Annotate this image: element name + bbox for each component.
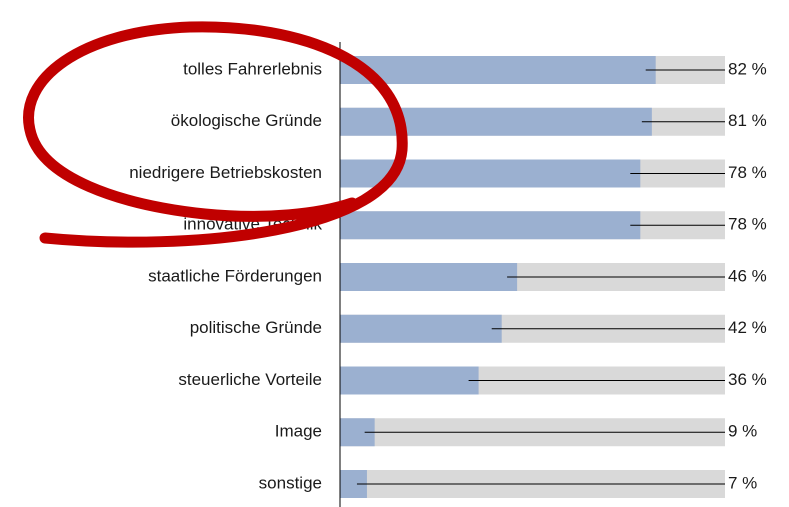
value-label: 7 % [728, 473, 757, 492]
chart: tolles Fahrerlebnis 82 % ökologische Gründ… [0, 0, 789, 507]
category-label: Image [275, 422, 322, 441]
category-label: staatliche Förderungen [148, 266, 322, 285]
bar [340, 108, 652, 136]
value-label: 81 % [728, 111, 767, 130]
bar [340, 56, 656, 84]
value-label: 36 % [728, 370, 767, 389]
value-label: 9 % [728, 422, 757, 441]
bar [340, 367, 479, 395]
value-label: 42 % [728, 318, 767, 337]
bar [340, 211, 640, 239]
bar [340, 263, 517, 291]
category-label: niedrigere Betriebskosten [129, 163, 322, 182]
value-label: 78 % [728, 215, 767, 234]
bar [340, 315, 502, 343]
value-label: 82 % [728, 59, 767, 78]
category-label: politische Gründe [190, 318, 322, 337]
category-label: sonstige [259, 473, 322, 492]
category-label: ökologische Gründe [171, 111, 322, 130]
value-label: 46 % [728, 266, 767, 285]
value-label: 78 % [728, 163, 767, 182]
category-label: tolles Fahrerlebnis [183, 59, 322, 78]
category-label: steuerliche Vorteile [178, 370, 322, 389]
